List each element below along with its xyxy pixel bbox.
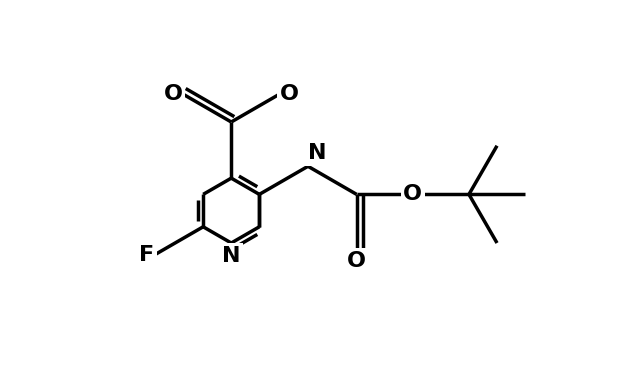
Text: N: N [222, 246, 240, 266]
Text: O: O [403, 184, 422, 204]
Text: N: N [308, 143, 326, 164]
Text: O: O [163, 84, 182, 104]
Text: O: O [280, 84, 299, 104]
Text: O: O [347, 250, 366, 270]
Text: F: F [139, 245, 155, 265]
